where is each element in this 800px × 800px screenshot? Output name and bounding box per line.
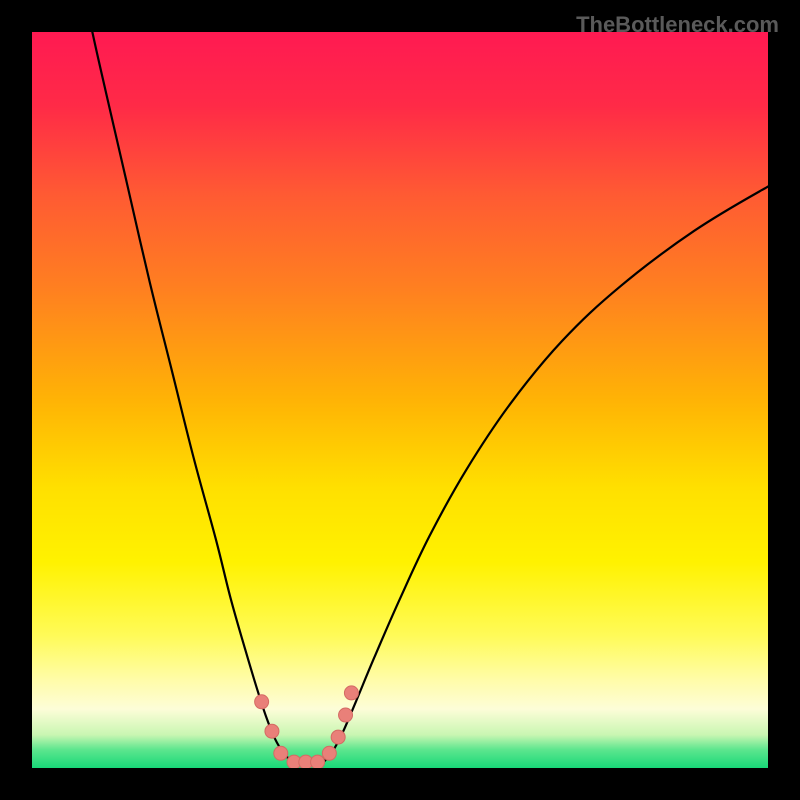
data-marker [344, 686, 358, 700]
data-marker [339, 708, 353, 722]
data-marker [311, 755, 325, 769]
chart-frame: TheBottleneck.com [0, 0, 800, 800]
chart-svg [0, 0, 800, 800]
data-marker [322, 746, 336, 760]
data-marker [331, 730, 345, 744]
data-marker [274, 746, 288, 760]
data-marker [255, 695, 269, 709]
plot-background [32, 32, 768, 768]
watermark-text: TheBottleneck.com [576, 12, 779, 38]
data-marker [265, 724, 279, 738]
